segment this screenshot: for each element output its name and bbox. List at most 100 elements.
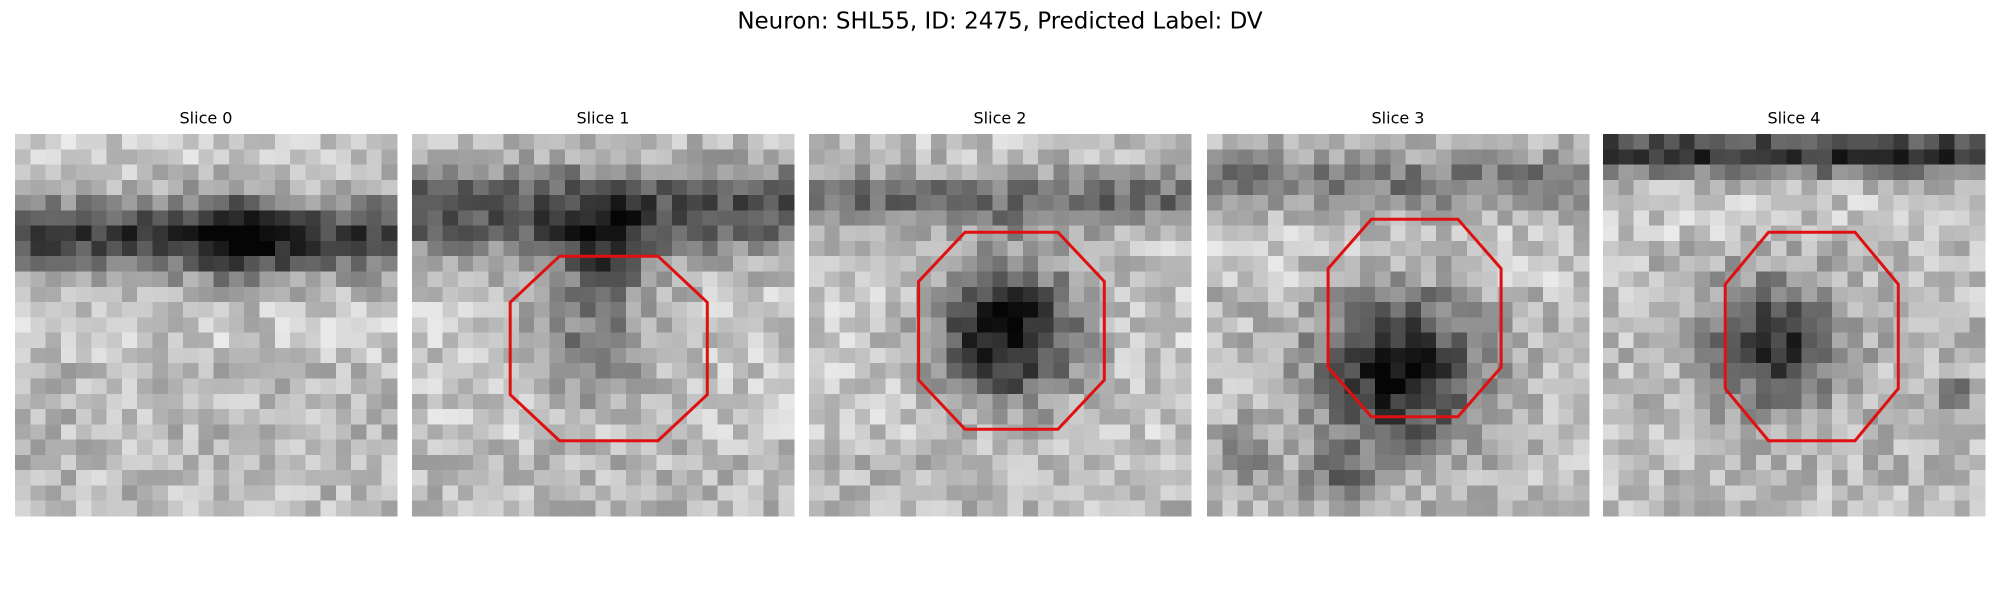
image-pixel	[1832, 363, 1849, 380]
image-pixel	[1313, 347, 1330, 364]
image-pixel	[473, 393, 489, 410]
image-pixel	[1558, 347, 1575, 364]
image-pixel	[213, 332, 230, 349]
image-pixel	[503, 225, 520, 242]
image-pixel	[702, 424, 719, 441]
image-pixel	[1801, 378, 1818, 395]
image-pixel	[1222, 271, 1239, 288]
image-pixel	[518, 363, 535, 380]
image-pixel	[76, 424, 92, 441]
image-pixel	[1543, 302, 1560, 318]
image-pixel	[885, 332, 902, 349]
image-pixel	[488, 470, 505, 487]
image-pixel	[15, 210, 31, 227]
image-pixel	[427, 317, 444, 334]
image-pixel	[320, 500, 337, 517]
image-pixel	[717, 439, 734, 456]
image-pixel	[610, 317, 627, 334]
image-pixel	[1618, 393, 1635, 410]
image-pixel	[1084, 500, 1100, 517]
image-pixel	[1633, 286, 1650, 303]
image-pixel	[1252, 439, 1269, 456]
image-pixel	[1007, 286, 1024, 303]
image-pixel	[839, 332, 856, 349]
image-pixel	[900, 409, 917, 425]
image-pixel	[1954, 149, 1971, 166]
image-pixel	[91, 134, 108, 150]
image-pixel	[671, 195, 688, 211]
image-pixel	[809, 424, 825, 441]
image-pixel	[1543, 500, 1560, 517]
image-pixel	[1405, 302, 1422, 318]
image-pixel	[1207, 179, 1223, 196]
image-pixel	[1664, 317, 1680, 334]
image-pixel	[518, 347, 535, 364]
image-pixel	[167, 149, 184, 166]
image-pixel	[1359, 378, 1376, 395]
image-pixel	[564, 347, 581, 364]
image-pixel	[1175, 485, 1192, 502]
image-pixel	[1283, 500, 1300, 517]
image-pixel	[1648, 332, 1665, 349]
image-pixel	[76, 302, 92, 318]
image-pixel	[351, 424, 368, 441]
image-pixel	[1648, 134, 1665, 150]
image-pixel	[1466, 149, 1483, 166]
image-pixel	[946, 164, 963, 181]
image-pixel	[1573, 378, 1590, 395]
image-pixel	[1603, 271, 1619, 288]
image-pixel	[1298, 149, 1315, 166]
image-pixel	[1007, 500, 1024, 517]
image-pixel	[15, 240, 31, 257]
image-pixel	[931, 256, 948, 273]
image-pixel	[839, 347, 856, 364]
image-pixel	[595, 332, 612, 349]
image-pixel	[870, 302, 886, 318]
image-pixel	[1755, 271, 1772, 288]
image-pixel	[1344, 439, 1361, 456]
image-pixel	[595, 409, 612, 425]
image-pixel	[76, 271, 92, 288]
image-pixel	[320, 347, 337, 364]
image-pixel	[1755, 378, 1772, 395]
image-pixel	[1816, 134, 1833, 150]
image-pixel	[1771, 256, 1787, 273]
image-pixel	[1725, 286, 1742, 303]
image-pixel	[1862, 363, 1879, 380]
image-pixel	[854, 195, 871, 211]
image-pixel	[137, 240, 154, 257]
image-pixel	[1740, 439, 1757, 456]
image-pixel	[106, 271, 123, 288]
image-pixel	[381, 500, 398, 517]
image-pixel	[1252, 179, 1269, 196]
image-pixel	[244, 363, 261, 380]
image-pixel	[1114, 363, 1131, 380]
image-pixel	[1283, 485, 1300, 502]
image-pixel	[900, 149, 917, 166]
image-pixel	[900, 134, 917, 150]
image-pixel	[915, 439, 932, 456]
image-pixel	[1725, 317, 1742, 334]
image-pixel	[1268, 179, 1284, 196]
image-pixel	[457, 256, 474, 273]
image-pixel	[1344, 347, 1361, 364]
image-pixel	[45, 164, 62, 181]
image-pixel	[671, 179, 688, 196]
image-pixel	[473, 164, 489, 181]
image-pixel	[183, 332, 199, 349]
image-pixel	[60, 210, 77, 227]
image-pixel	[1451, 210, 1468, 227]
image-pixel	[977, 424, 993, 441]
image-pixel	[1679, 347, 1696, 364]
image-pixel	[625, 424, 642, 441]
image-pixel	[1099, 317, 1116, 334]
image-pixel	[1114, 347, 1131, 364]
image-pixel	[1543, 454, 1560, 471]
image-pixel	[870, 286, 886, 303]
image-pixel	[1053, 256, 1070, 273]
image-pixel	[1527, 378, 1544, 395]
image-pixel	[1038, 317, 1055, 334]
image-pixel	[1801, 363, 1818, 380]
image-pixel	[1543, 195, 1560, 211]
image-pixel	[1237, 363, 1254, 380]
